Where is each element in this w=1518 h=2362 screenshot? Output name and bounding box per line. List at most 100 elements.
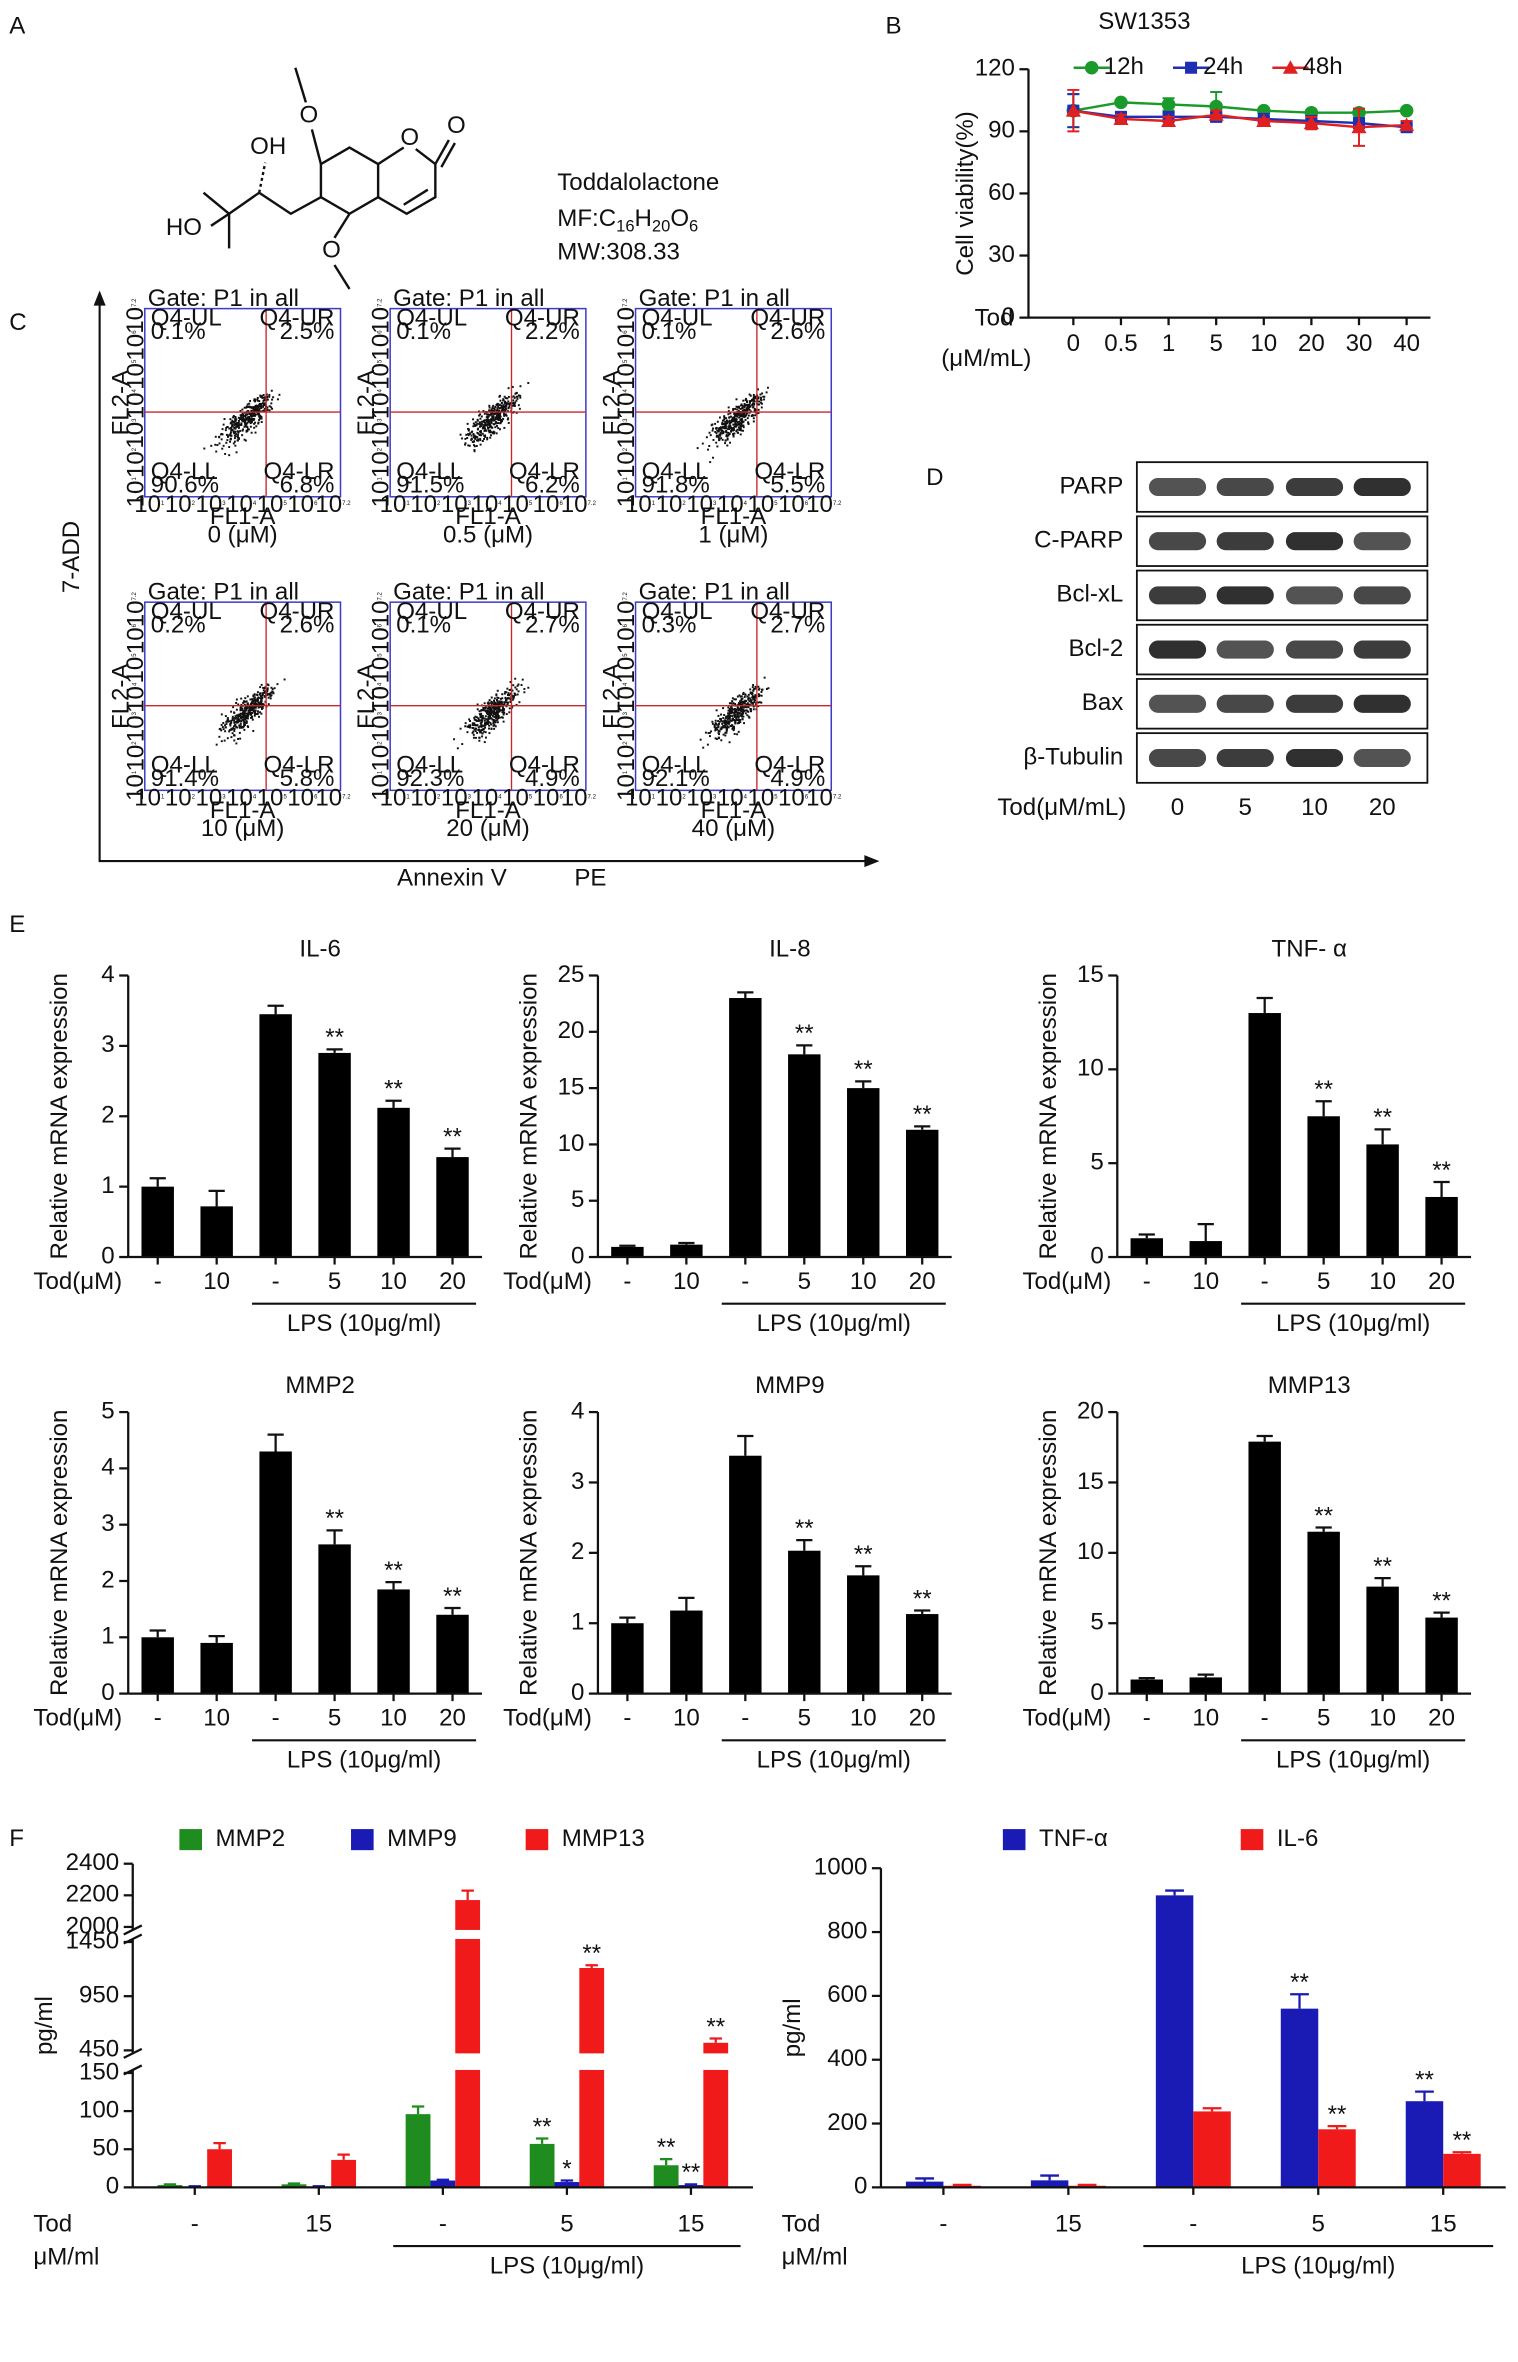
- event-dot: [711, 423, 714, 426]
- error-bar: [149, 1629, 166, 1638]
- x-label: Tod(μM): [503, 1268, 592, 1295]
- quadrant-percent: 4.9%: [770, 765, 825, 792]
- event-dot: [243, 438, 246, 441]
- tick-base: 10: [368, 715, 395, 742]
- event-dot: [473, 445, 476, 448]
- significance: **: [682, 2159, 701, 2186]
- event-dot: [232, 442, 235, 445]
- error-bar: [326, 1048, 343, 1053]
- event-dot: [752, 396, 755, 399]
- event-dot: [746, 403, 749, 406]
- event-dot: [735, 424, 738, 427]
- bar: [377, 1589, 410, 1694]
- quadrant-percent: 6.8%: [280, 472, 335, 499]
- event-dot: [229, 422, 232, 425]
- event-dot: [516, 693, 519, 696]
- event-dot: [520, 684, 523, 687]
- tick-exponent: 7.2: [588, 500, 597, 506]
- event-dot: [479, 729, 482, 732]
- event-dot: [254, 712, 257, 715]
- band: [1148, 586, 1207, 605]
- event-dot: [733, 412, 736, 415]
- event-dot: [731, 718, 734, 721]
- event-dot: [502, 404, 505, 407]
- event-dot: [502, 417, 505, 420]
- x-tick-label: 106: [533, 785, 564, 812]
- tick-exponent: 4: [132, 388, 138, 392]
- event-dot: [726, 444, 729, 447]
- event-dot: [229, 426, 232, 429]
- event-dot: [503, 408, 506, 411]
- significance: **: [913, 1585, 932, 1612]
- event-dot: [262, 409, 265, 412]
- event-dot: [716, 435, 719, 438]
- event-dot: [221, 726, 224, 729]
- event-dot: [723, 416, 726, 419]
- event-dot: [262, 703, 265, 706]
- y-tick-label: 105: [613, 359, 640, 390]
- event-dot: [730, 430, 733, 433]
- quadrant-name: Q4-LR: [754, 458, 825, 485]
- event-dot: [725, 726, 728, 729]
- event-dot: [494, 706, 497, 709]
- x-tick-label: 10: [203, 1268, 230, 1295]
- event-dot: [717, 729, 720, 732]
- x-tick-label: 101: [380, 785, 411, 812]
- event-dot: [233, 434, 236, 437]
- tick-base: 10: [134, 491, 161, 518]
- event-dot: [493, 716, 496, 719]
- x-label: Tod(μM): [33, 1268, 122, 1295]
- event-dot: [231, 732, 234, 735]
- error-bar: [684, 2183, 698, 2186]
- event-dot: [260, 407, 263, 410]
- x-tick-label: 40: [1393, 330, 1420, 357]
- event-dot: [489, 716, 492, 719]
- event-dot: [505, 691, 508, 694]
- tick-exponent: 7.2: [623, 591, 629, 600]
- event-dot: [250, 409, 253, 412]
- event-dot: [249, 711, 252, 714]
- event-dot: [505, 402, 508, 405]
- tick-exponent: 2: [437, 794, 441, 800]
- event-dot: [734, 418, 737, 421]
- event-dot: [735, 398, 738, 401]
- event-dot: [241, 408, 244, 411]
- event-dot: [250, 711, 253, 714]
- event-dot: [735, 711, 738, 714]
- event-dot: [765, 391, 768, 394]
- event-dot: [253, 693, 256, 696]
- x-tick-label: 104: [471, 491, 502, 518]
- event-dot: [743, 403, 746, 405]
- significance: **: [1314, 1076, 1333, 1103]
- event-dot: [246, 695, 249, 698]
- event-dot: [732, 726, 735, 729]
- quadrant-percent: 5.8%: [280, 765, 335, 792]
- error-bar: [796, 1044, 813, 1055]
- event-dot: [246, 413, 249, 416]
- event-dot: [731, 419, 734, 422]
- event-dot: [261, 705, 264, 708]
- event-dot: [749, 688, 752, 691]
- event-dot: [515, 411, 518, 414]
- event-dot: [744, 397, 747, 400]
- tick-base: 10: [561, 491, 588, 518]
- marker: [1282, 60, 1298, 74]
- event-dot: [490, 421, 493, 424]
- event-dot: [477, 717, 480, 720]
- tick-base: 10: [257, 491, 284, 518]
- bar: [377, 1107, 410, 1258]
- event-dot: [472, 730, 475, 733]
- event-dot: [264, 700, 267, 703]
- event-dot: [754, 699, 756, 702]
- quadrant-name: Q4-LL: [642, 458, 709, 485]
- x-tick-label: 101: [625, 785, 656, 812]
- event-dot: [742, 415, 745, 418]
- event-dot: [261, 692, 264, 695]
- event-dot: [511, 404, 514, 407]
- x-tick-label: 104: [226, 785, 257, 812]
- event-dot: [484, 706, 487, 709]
- quadrant-name: Q4-LR: [264, 458, 335, 485]
- x-tick-label: 107.2: [315, 785, 351, 812]
- tick-base: 10: [368, 657, 395, 684]
- x-tick-label: 15: [1055, 2210, 1082, 2237]
